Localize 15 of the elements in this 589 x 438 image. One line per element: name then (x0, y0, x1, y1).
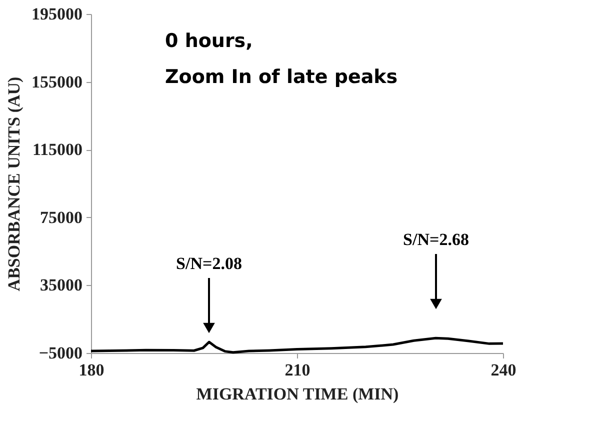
y-tick-label: 155000 (32, 72, 82, 92)
annotation: S/N=2.68 (403, 230, 469, 249)
annotation: S/N=2.08 (176, 254, 242, 273)
y-tick-label: 115000 (32, 140, 82, 160)
y-tick-label: −5000 (38, 344, 82, 362)
x-tick-label: 240 (490, 360, 516, 380)
y-tick-label: 35000 (40, 276, 82, 295)
y-tick-label: 75000 (40, 208, 82, 227)
y-axis-title: ABSORBANCE UNITS (AU) (4, 76, 24, 292)
x-axis-title: MIGRATION TIME (MIN) (196, 384, 399, 404)
annotation: Zoom In of late peaks (165, 66, 398, 88)
x-tick-label: 210 (284, 360, 310, 380)
annotation: 0 hours, (165, 30, 253, 52)
y-tick-label: 195000 (32, 4, 82, 24)
x-tick-label: 180 (78, 360, 104, 380)
